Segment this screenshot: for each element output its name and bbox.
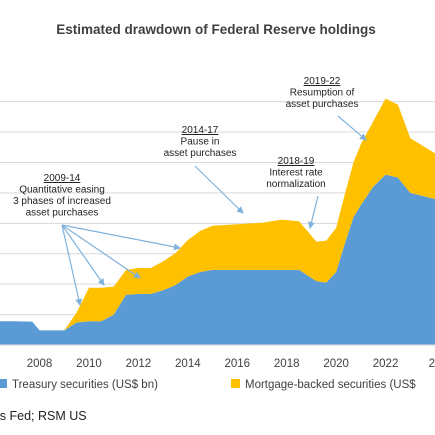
annotation-3-line-2: asset purchases bbox=[286, 99, 359, 110]
x-axis-ticks: 2008 2010 2012 2014 2016 2018 2020 2022 20 bbox=[27, 358, 435, 370]
x-tick-label-6: 2020 bbox=[323, 358, 349, 370]
annotation-0-line-2: 3 phases of increased bbox=[13, 196, 111, 207]
annotation-arrow-1 bbox=[61, 224, 105, 286]
annotation-3-line-1: Resumption of bbox=[290, 88, 355, 99]
annotation-arrow-0 bbox=[61, 224, 83, 306]
annotation-1-line-0: 2014-17 bbox=[182, 125, 219, 136]
x-tick-label-4: 2016 bbox=[224, 358, 250, 370]
annotation-1-line-1: Pause in bbox=[181, 137, 220, 148]
annotation-2-line-0: 2018-19 bbox=[278, 156, 315, 167]
x-tick-label-2: 2012 bbox=[126, 358, 152, 370]
x-tick-label-5: 2018 bbox=[274, 358, 300, 370]
annotation-arrow-4 bbox=[194, 165, 244, 214]
annotation-arrow-6 bbox=[337, 115, 367, 141]
area-series-1 bbox=[0, 98, 435, 331]
annotation-0-line-3: asset purchases bbox=[26, 208, 99, 219]
annotation-2-line-1: Interest rate bbox=[269, 168, 323, 179]
area-series-0 bbox=[0, 174, 435, 345]
annotation-3-line-0: 2019-22 bbox=[304, 76, 341, 87]
stacked-areas bbox=[0, 98, 435, 345]
legend-swatch-0 bbox=[0, 379, 7, 388]
annotation-0-line-0: 2009-14 bbox=[44, 173, 81, 184]
annotation-arrow-5 bbox=[308, 195, 319, 229]
annotation-1-line-2: asset purchases bbox=[164, 148, 237, 159]
chart-title: Estimated drawdown of Federal Reserve ho… bbox=[56, 22, 376, 37]
legend-swatch-1 bbox=[231, 379, 240, 388]
legend-label-0: Treasury securities (US$ bn) bbox=[12, 379, 158, 391]
annotation-2-line-2: normalization bbox=[266, 179, 325, 190]
legend-label-1: Mortgage-backed securities (US$ bbox=[245, 379, 416, 391]
annotation-arrows bbox=[61, 115, 367, 306]
x-tick-label-3: 2014 bbox=[175, 358, 201, 370]
x-tick-label-1: 2010 bbox=[76, 358, 102, 370]
annotation-arrow-3 bbox=[61, 224, 181, 251]
annotation-arrow-2 bbox=[61, 224, 141, 279]
x-tick-label-8: 20 bbox=[429, 358, 435, 370]
source-note: is Fed; RSM US bbox=[0, 409, 87, 423]
legend: Treasury securities (US$ bn) Mortgage-bac… bbox=[0, 379, 416, 391]
x-tick-label-0: 2008 bbox=[27, 358, 53, 370]
annotation-0-line-1: Quantitative easing bbox=[19, 185, 105, 196]
x-tick-label-7: 2022 bbox=[373, 358, 399, 370]
